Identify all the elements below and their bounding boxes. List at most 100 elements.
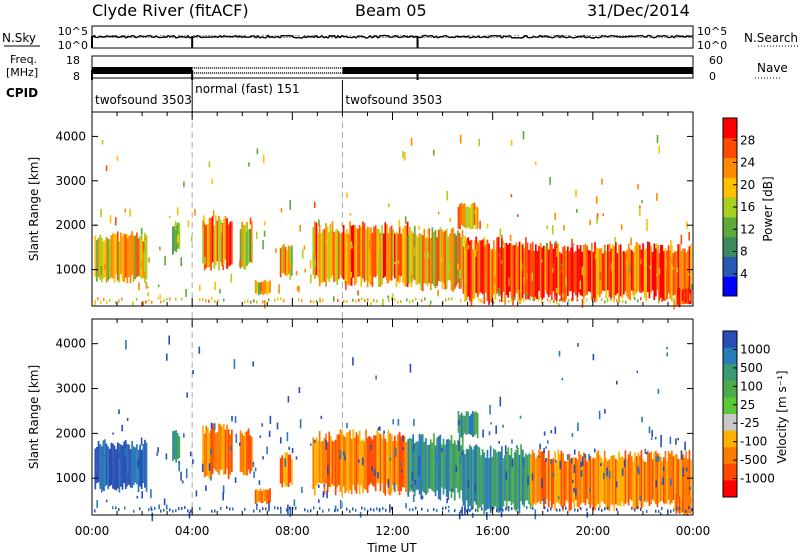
ground-scatter <box>328 508 330 512</box>
echo-streak <box>683 288 686 305</box>
echo-streak <box>489 249 492 300</box>
echo-streak <box>120 232 122 275</box>
echo-speck <box>451 488 453 492</box>
echo-speck <box>389 504 391 513</box>
echo-streak <box>205 225 208 269</box>
echo-speck <box>412 444 415 452</box>
echo-streak <box>110 235 113 278</box>
echo-streak <box>521 449 524 505</box>
echo-streak <box>587 460 590 504</box>
echo-streak <box>283 244 285 274</box>
ground-scatter <box>490 299 492 303</box>
echo-speck <box>489 405 491 415</box>
echo-streak <box>549 241 552 295</box>
ground-scatter <box>160 509 162 513</box>
echo-streak <box>178 223 181 249</box>
echo-speck <box>608 470 611 479</box>
cpid-segment-label: normal (fast) 151 <box>195 82 299 96</box>
ground-scatter <box>568 298 570 302</box>
echo-speck <box>543 497 545 505</box>
ground-scatter <box>244 300 246 304</box>
echo-streak <box>650 246 652 293</box>
ground-scatter <box>430 300 432 304</box>
echo-streak <box>546 243 548 295</box>
echo-speck <box>291 447 294 454</box>
echo-streak <box>333 441 335 486</box>
echo-streak <box>378 432 380 484</box>
ground-scatter <box>139 507 141 511</box>
echo-streak <box>667 245 670 294</box>
echo-speck <box>393 261 396 265</box>
echo-streak <box>626 458 628 503</box>
echo-speck <box>500 511 503 518</box>
ground-scatter <box>262 300 264 304</box>
echo-streak <box>145 442 148 492</box>
ground-scatter <box>205 299 207 303</box>
echo-streak <box>210 217 212 271</box>
echo-streak <box>488 243 490 305</box>
echo-speck <box>201 463 204 472</box>
echo-streak <box>371 232 374 287</box>
echo-streak <box>132 446 135 485</box>
echo-streak <box>421 433 424 492</box>
ground-scatter <box>337 508 339 512</box>
echo-streak <box>659 457 662 502</box>
echo-streak <box>501 446 503 512</box>
echo-speck <box>588 453 590 461</box>
echo-speck <box>424 253 426 258</box>
echo-streak <box>546 458 548 500</box>
echo-speck <box>287 504 289 515</box>
echo-streak <box>132 235 135 282</box>
echo-streak <box>108 448 111 487</box>
echo-speck <box>124 448 127 457</box>
echo-speck <box>499 273 502 284</box>
velocity-colorbar-swatch <box>723 397 737 415</box>
ground-scatter <box>289 506 291 510</box>
echo-speck <box>501 234 503 239</box>
echo-streak <box>137 449 140 492</box>
echo-streak <box>239 229 242 269</box>
echo-speck <box>174 221 177 230</box>
echo-streak <box>510 243 513 299</box>
echo-streak <box>384 222 387 277</box>
y-tick-label: 4000 <box>55 129 86 143</box>
echo-streak <box>314 221 316 279</box>
echo-streak <box>344 233 347 285</box>
echo-streak <box>436 237 438 287</box>
echo-speck <box>555 287 558 294</box>
echo-streak <box>112 443 114 489</box>
power-yticks: 1000 2000 3000 4000 <box>55 112 694 306</box>
echo-speck <box>565 277 567 283</box>
echo-streak <box>409 226 411 284</box>
echo-streak <box>623 251 625 295</box>
echo-streak <box>283 457 285 483</box>
echo-streak <box>567 461 569 502</box>
ground-scatter <box>298 298 300 302</box>
ground-scatter <box>412 299 414 303</box>
echo-speck <box>684 441 686 451</box>
echo-speck <box>598 410 601 420</box>
echo-streak <box>677 288 679 305</box>
echo-speck <box>508 277 510 287</box>
echo-speck <box>522 450 524 458</box>
echo-streak <box>331 440 334 485</box>
echo-speck <box>610 262 613 271</box>
echo-speck <box>520 292 522 299</box>
echo-speck <box>555 241 557 247</box>
echo-speck <box>547 440 549 444</box>
echo-speck <box>561 377 564 381</box>
echo-speck <box>264 221 266 226</box>
ground-scatter <box>166 297 168 301</box>
echo-streak <box>445 228 448 289</box>
ground-scatter <box>94 509 96 513</box>
ground-scatter <box>472 297 474 301</box>
echo-speck <box>345 281 347 291</box>
echo-streak <box>413 442 416 497</box>
power-colorbar-tick-label: 8 <box>740 245 748 259</box>
echo-speck <box>299 225 301 232</box>
ground-scatter <box>379 507 381 511</box>
ground-scatter <box>370 507 372 511</box>
echo-streak <box>539 451 542 505</box>
echo-streak <box>513 245 516 301</box>
echo-speck <box>159 248 161 251</box>
